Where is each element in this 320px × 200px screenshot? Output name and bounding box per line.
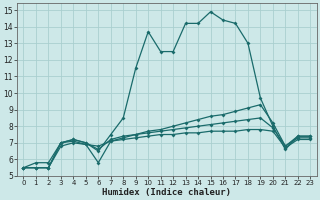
X-axis label: Humidex (Indice chaleur): Humidex (Indice chaleur) [102,188,231,197]
